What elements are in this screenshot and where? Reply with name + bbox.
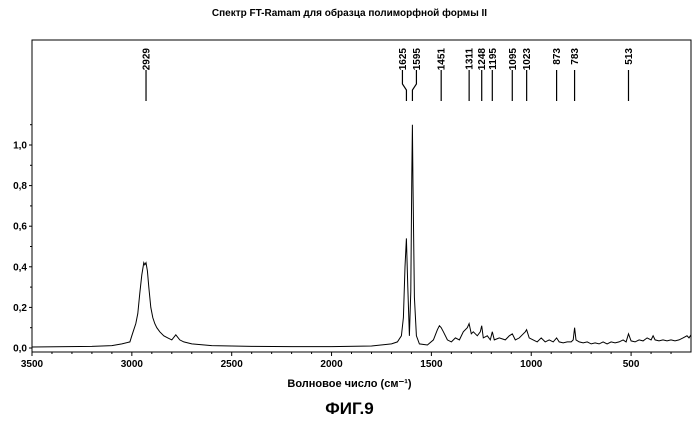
spectrum-line — [32, 125, 691, 347]
peak-marker — [412, 70, 416, 101]
x-tick-label: 1500 — [420, 359, 443, 370]
y-tick-label: 0,2 — [13, 303, 27, 314]
peak-label: 1451 — [437, 48, 448, 71]
peak-label: 783 — [570, 48, 581, 65]
x-tick-label: 3000 — [121, 359, 144, 370]
x-tick-label: 2000 — [320, 359, 343, 370]
peak-label: 1095 — [508, 48, 519, 71]
peak-label: 1248 — [477, 48, 488, 71]
peak-label: 2929 — [142, 48, 153, 71]
x-tick-label: 1000 — [520, 359, 543, 370]
x-axis-title: Волновое число (см⁻¹) — [0, 377, 699, 390]
y-tick-label: 0,8 — [13, 181, 27, 192]
peak-marker — [402, 70, 406, 101]
y-tick-label: 0,0 — [13, 344, 27, 355]
plot-frame — [32, 40, 691, 352]
y-tick-label: 0,4 — [13, 262, 27, 273]
peak-label: 1311 — [465, 48, 476, 70]
figure-label: ФИГ.9 — [0, 399, 699, 419]
peak-label: 873 — [552, 48, 563, 65]
y-tick-label: 0,6 — [13, 222, 27, 233]
peak-label: 513 — [624, 48, 635, 65]
x-tick-label: 2500 — [221, 359, 244, 370]
peak-label: 1625 — [398, 48, 409, 71]
peak-label: 1023 — [522, 48, 533, 71]
x-tick-label: 500 — [623, 359, 640, 370]
peak-label: 1195 — [488, 48, 499, 70]
y-tick-label: 1,0 — [13, 141, 27, 152]
peak-label: 1595 — [412, 48, 423, 71]
x-tick-label: 3500 — [21, 359, 44, 370]
